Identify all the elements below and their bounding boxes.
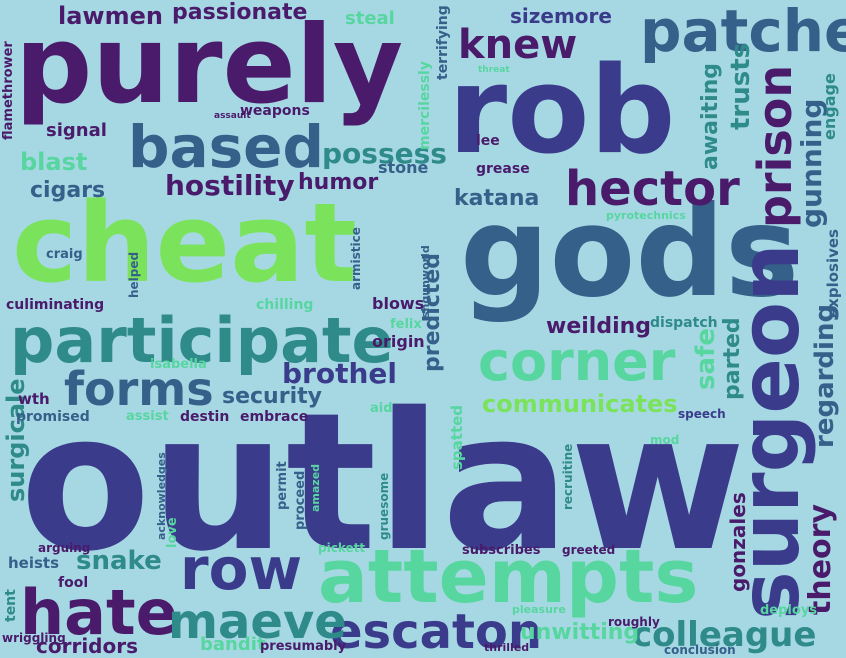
- word-gonzales: gonzales: [726, 492, 750, 592]
- word-humor: humor: [298, 170, 379, 195]
- word-aid: aid: [370, 401, 393, 416]
- word-parted: parted: [720, 317, 745, 400]
- word-katana: katana: [454, 186, 540, 211]
- word-chilling: chilling: [256, 297, 314, 313]
- word-snake: snake: [76, 546, 162, 576]
- word-maeve: maeve: [168, 594, 347, 650]
- word-outlaw: outlaw: [20, 372, 746, 593]
- word-wth: wth: [18, 390, 50, 408]
- word-love: love: [165, 517, 180, 548]
- word-tent: tent: [3, 589, 19, 622]
- word-terrifying: terrifying: [435, 5, 451, 80]
- word-based: based: [128, 113, 325, 181]
- word-pleasure: pleasure: [512, 603, 566, 616]
- word-row: row: [180, 535, 303, 603]
- word-signal: signal: [46, 120, 107, 141]
- word-attempts: attempts: [318, 534, 699, 620]
- word-hate: hate: [20, 576, 178, 649]
- word-thrilled: thrilled: [484, 641, 530, 654]
- word-subscribes: subscribes: [462, 543, 541, 558]
- word-colleague: colleague: [632, 615, 817, 655]
- word-recruitine: recruitine: [561, 443, 575, 510]
- word-greeted: greeted: [562, 543, 616, 557]
- word-steal: steal: [345, 8, 395, 29]
- word-assist: assist: [126, 409, 169, 424]
- word-helped: helped: [127, 251, 141, 298]
- word-prison: prison: [748, 64, 802, 228]
- word-gruesome: gruesome: [377, 472, 391, 540]
- word-shgunworld: shgunworld: [419, 245, 432, 318]
- word-cheat: cheat: [12, 179, 357, 307]
- word-trusts: trusts: [726, 42, 756, 130]
- word-pickett: pickett: [318, 541, 366, 555]
- word-theory: theory: [803, 503, 838, 615]
- word-engage: engage: [820, 73, 839, 140]
- word-cigars: cigars: [30, 178, 106, 203]
- word-grease: grease: [476, 161, 530, 177]
- word-purely: purely: [15, 3, 404, 128]
- word-isabella: isabella: [150, 357, 207, 372]
- word-patches: patches: [640, 0, 846, 65]
- word-dispatch: dispatch: [650, 315, 718, 331]
- word-armistice: armistice: [349, 227, 363, 290]
- word-craig: craig: [46, 247, 83, 262]
- word-assault: assault: [214, 111, 251, 121]
- word-stone: stone: [378, 158, 429, 177]
- word-fool: fool: [58, 575, 89, 591]
- word-mercilessly: mercilessly: [417, 61, 433, 150]
- word-roughly: roughly: [608, 615, 660, 629]
- word-lawmen: lawmen: [58, 2, 163, 30]
- word-unwitting: unwitting: [520, 620, 640, 645]
- word-bandit: bandit: [200, 634, 266, 655]
- word-weilding: weilding: [546, 314, 652, 339]
- word-regarding: regarding: [810, 303, 840, 448]
- word-forms: forms: [64, 362, 214, 416]
- word-blast: blast: [20, 148, 88, 176]
- word-arguing: arguing: [38, 541, 91, 555]
- word-possess: possess: [322, 137, 447, 170]
- word-explosives: explosives: [824, 229, 842, 318]
- word-conclusion: conclusion: [664, 643, 736, 657]
- word-security: security: [222, 384, 322, 409]
- word-speech: speech: [678, 407, 726, 421]
- word-amazed: amazed: [309, 463, 322, 512]
- word-embrace: embrace: [240, 409, 309, 425]
- word-participate: participate: [10, 304, 394, 377]
- word-spatted: spatted: [448, 404, 466, 470]
- word-permit: permit: [275, 461, 290, 510]
- word-knew: knew: [458, 22, 578, 68]
- word-rob: rob: [448, 42, 676, 181]
- word-corner: corner: [478, 330, 676, 393]
- word-mod: mod: [650, 433, 680, 447]
- word-corridors: corridors: [36, 634, 139, 658]
- word-felix: felix: [390, 317, 422, 332]
- word-awaiting: awaiting: [698, 62, 723, 170]
- word-weapons: weapons: [240, 103, 310, 119]
- word-proceed: proceed: [293, 470, 308, 530]
- word-origin: origin: [372, 332, 425, 351]
- word-escaton: escaton: [330, 604, 543, 658]
- word-lee: lee: [476, 133, 500, 149]
- word-deploys: deploys: [760, 603, 818, 618]
- word-culiminating: culiminating: [6, 297, 105, 313]
- word-blows: blows: [372, 294, 425, 313]
- word-sizemore: sizemore: [510, 4, 612, 28]
- word-heists: heists: [8, 554, 60, 572]
- word-wriggling: wriggling: [2, 631, 66, 645]
- word-gods: gods: [460, 180, 800, 325]
- word-passionate: passionate: [172, 0, 308, 25]
- word-flamethrower: flamethrower: [1, 41, 16, 140]
- word-hector: hector: [565, 161, 740, 217]
- word-hostility: hostility: [165, 169, 295, 202]
- word-destin: destin: [180, 409, 230, 425]
- word-brothel: brothel: [282, 357, 397, 390]
- word-presumably: presumably: [260, 639, 347, 654]
- word-threat: threat: [478, 65, 510, 75]
- word-pyrotechnics: pyrotechnics: [606, 209, 686, 222]
- word-safe: safe: [691, 328, 721, 390]
- word-communicates: communicates: [482, 390, 678, 418]
- word-promised: promised: [16, 409, 90, 425]
